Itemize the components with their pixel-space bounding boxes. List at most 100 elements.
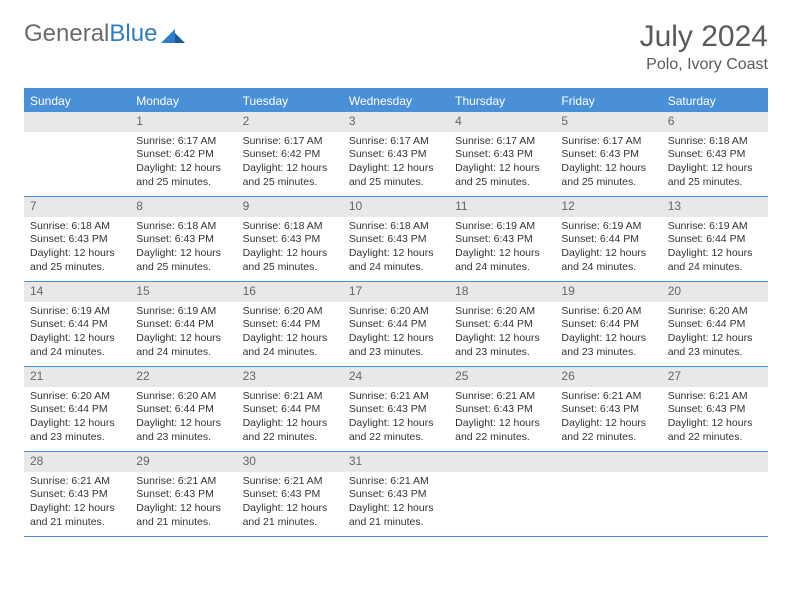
day-cell: [24, 112, 130, 196]
day-sr: Sunrise: 6:21 AM: [30, 475, 124, 489]
brand-part2: Blue: [109, 20, 157, 48]
day-ss: Sunset: 6:42 PM: [136, 148, 230, 162]
day-cell: 8Sunrise: 6:18 AMSunset: 6:43 PMDaylight…: [130, 197, 236, 281]
day-info: Sunrise: 6:19 AMSunset: 6:44 PMDaylight:…: [24, 302, 130, 366]
brand-logo: GeneralBlue: [24, 20, 187, 48]
day-dl2: and 25 minutes.: [243, 261, 337, 275]
day-dl1: Daylight: 12 hours: [136, 502, 230, 516]
day-dl2: and 25 minutes.: [136, 176, 230, 190]
day-dl2: and 25 minutes.: [668, 176, 762, 190]
day-ss: Sunset: 6:43 PM: [455, 403, 549, 417]
location-subtitle: Polo, Ivory Coast: [640, 56, 768, 74]
day-info: Sunrise: 6:20 AMSunset: 6:44 PMDaylight:…: [237, 302, 343, 366]
day-info: Sunrise: 6:21 AMSunset: 6:43 PMDaylight:…: [130, 472, 236, 536]
week-row: 21Sunrise: 6:20 AMSunset: 6:44 PMDayligh…: [24, 367, 768, 452]
day-number: [555, 452, 661, 472]
day-number: 24: [343, 367, 449, 387]
day-dl1: Daylight: 12 hours: [243, 247, 337, 261]
day-ss: Sunset: 6:44 PM: [349, 318, 443, 332]
day-dl2: and 24 minutes.: [561, 261, 655, 275]
day-number: 30: [237, 452, 343, 472]
day-dl2: and 22 minutes.: [349, 431, 443, 445]
day-dl1: Daylight: 12 hours: [30, 417, 124, 431]
day-dl1: Daylight: 12 hours: [136, 417, 230, 431]
day-ss: Sunset: 6:44 PM: [136, 403, 230, 417]
day-number: [662, 452, 768, 472]
day-sr: Sunrise: 6:18 AM: [136, 220, 230, 234]
weekday-header: Tuesday: [237, 90, 343, 112]
day-dl1: Daylight: 12 hours: [668, 247, 762, 261]
day-number: 28: [24, 452, 130, 472]
day-cell: [662, 452, 768, 536]
day-dl1: Daylight: 12 hours: [349, 332, 443, 346]
day-cell: 9Sunrise: 6:18 AMSunset: 6:43 PMDaylight…: [237, 197, 343, 281]
day-cell: 3Sunrise: 6:17 AMSunset: 6:43 PMDaylight…: [343, 112, 449, 196]
weekday-header: Saturday: [662, 90, 768, 112]
day-info: Sunrise: 6:20 AMSunset: 6:44 PMDaylight:…: [130, 387, 236, 451]
day-ss: Sunset: 6:43 PM: [243, 488, 337, 502]
day-sr: Sunrise: 6:21 AM: [349, 390, 443, 404]
day-dl2: and 22 minutes.: [668, 431, 762, 445]
day-cell: 24Sunrise: 6:21 AMSunset: 6:43 PMDayligh…: [343, 367, 449, 451]
day-ss: Sunset: 6:44 PM: [455, 318, 549, 332]
day-dl2: and 24 minutes.: [668, 261, 762, 275]
day-ss: Sunset: 6:43 PM: [30, 488, 124, 502]
day-sr: Sunrise: 6:17 AM: [455, 135, 549, 149]
day-cell: 21Sunrise: 6:20 AMSunset: 6:44 PMDayligh…: [24, 367, 130, 451]
weekday-header-row: Sunday Monday Tuesday Wednesday Thursday…: [24, 90, 768, 112]
day-info: Sunrise: 6:21 AMSunset: 6:43 PMDaylight:…: [449, 387, 555, 451]
day-dl1: Daylight: 12 hours: [668, 417, 762, 431]
week-row: 14Sunrise: 6:19 AMSunset: 6:44 PMDayligh…: [24, 282, 768, 367]
day-info: Sunrise: 6:19 AMSunset: 6:44 PMDaylight:…: [130, 302, 236, 366]
day-ss: Sunset: 6:44 PM: [243, 318, 337, 332]
day-dl1: Daylight: 12 hours: [243, 162, 337, 176]
day-sr: Sunrise: 6:19 AM: [136, 305, 230, 319]
day-sr: Sunrise: 6:21 AM: [243, 390, 337, 404]
day-cell: 7Sunrise: 6:18 AMSunset: 6:43 PMDaylight…: [24, 197, 130, 281]
day-sr: Sunrise: 6:17 AM: [243, 135, 337, 149]
day-sr: Sunrise: 6:21 AM: [243, 475, 337, 489]
day-dl1: Daylight: 12 hours: [455, 417, 549, 431]
day-number: 5: [555, 112, 661, 132]
day-sr: Sunrise: 6:21 AM: [136, 475, 230, 489]
day-info: Sunrise: 6:18 AMSunset: 6:43 PMDaylight:…: [237, 217, 343, 281]
day-sr: Sunrise: 6:20 AM: [349, 305, 443, 319]
day-dl1: Daylight: 12 hours: [455, 332, 549, 346]
day-info: Sunrise: 6:21 AMSunset: 6:43 PMDaylight:…: [237, 472, 343, 536]
day-cell: 15Sunrise: 6:19 AMSunset: 6:44 PMDayligh…: [130, 282, 236, 366]
day-cell: 20Sunrise: 6:20 AMSunset: 6:44 PMDayligh…: [662, 282, 768, 366]
day-dl2: and 25 minutes.: [561, 176, 655, 190]
week-row: 28Sunrise: 6:21 AMSunset: 6:43 PMDayligh…: [24, 452, 768, 537]
day-number: 15: [130, 282, 236, 302]
day-sr: Sunrise: 6:21 AM: [668, 390, 762, 404]
day-cell: 22Sunrise: 6:20 AMSunset: 6:44 PMDayligh…: [130, 367, 236, 451]
day-sr: Sunrise: 6:20 AM: [30, 390, 124, 404]
day-cell: 19Sunrise: 6:20 AMSunset: 6:44 PMDayligh…: [555, 282, 661, 366]
day-info: Sunrise: 6:17 AMSunset: 6:42 PMDaylight:…: [237, 132, 343, 196]
day-dl2: and 25 minutes.: [30, 261, 124, 275]
day-info: Sunrise: 6:18 AMSunset: 6:43 PMDaylight:…: [662, 132, 768, 196]
day-dl2: and 24 minutes.: [349, 261, 443, 275]
day-ss: Sunset: 6:43 PM: [136, 233, 230, 247]
day-dl1: Daylight: 12 hours: [455, 162, 549, 176]
day-sr: Sunrise: 6:17 AM: [561, 135, 655, 149]
day-sr: Sunrise: 6:18 AM: [30, 220, 124, 234]
day-number: 12: [555, 197, 661, 217]
day-dl1: Daylight: 12 hours: [668, 162, 762, 176]
weekday-header: Thursday: [449, 90, 555, 112]
day-dl2: and 21 minutes.: [30, 516, 124, 530]
day-info: Sunrise: 6:17 AMSunset: 6:43 PMDaylight:…: [555, 132, 661, 196]
day-sr: Sunrise: 6:20 AM: [243, 305, 337, 319]
day-info: Sunrise: 6:17 AMSunset: 6:42 PMDaylight:…: [130, 132, 236, 196]
day-ss: Sunset: 6:43 PM: [455, 148, 549, 162]
month-title: July 2024: [640, 20, 768, 54]
day-sr: Sunrise: 6:17 AM: [349, 135, 443, 149]
day-cell: 10Sunrise: 6:18 AMSunset: 6:43 PMDayligh…: [343, 197, 449, 281]
day-ss: Sunset: 6:44 PM: [30, 318, 124, 332]
day-number: [24, 112, 130, 132]
day-number: 13: [662, 197, 768, 217]
day-number: 17: [343, 282, 449, 302]
day-dl2: and 22 minutes.: [243, 431, 337, 445]
day-dl1: Daylight: 12 hours: [349, 247, 443, 261]
day-ss: Sunset: 6:44 PM: [561, 233, 655, 247]
